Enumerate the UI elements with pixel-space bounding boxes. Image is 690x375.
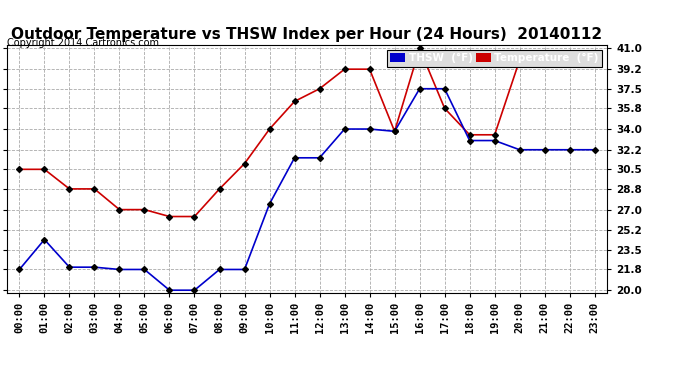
Text: Copyright 2014 Cartronics.com: Copyright 2014 Cartronics.com	[7, 38, 159, 48]
Title: Outdoor Temperature vs THSW Index per Hour (24 Hours)  20140112: Outdoor Temperature vs THSW Index per Ho…	[12, 27, 602, 42]
Legend: THSW  (°F), Temperature  (°F): THSW (°F), Temperature (°F)	[386, 50, 602, 66]
